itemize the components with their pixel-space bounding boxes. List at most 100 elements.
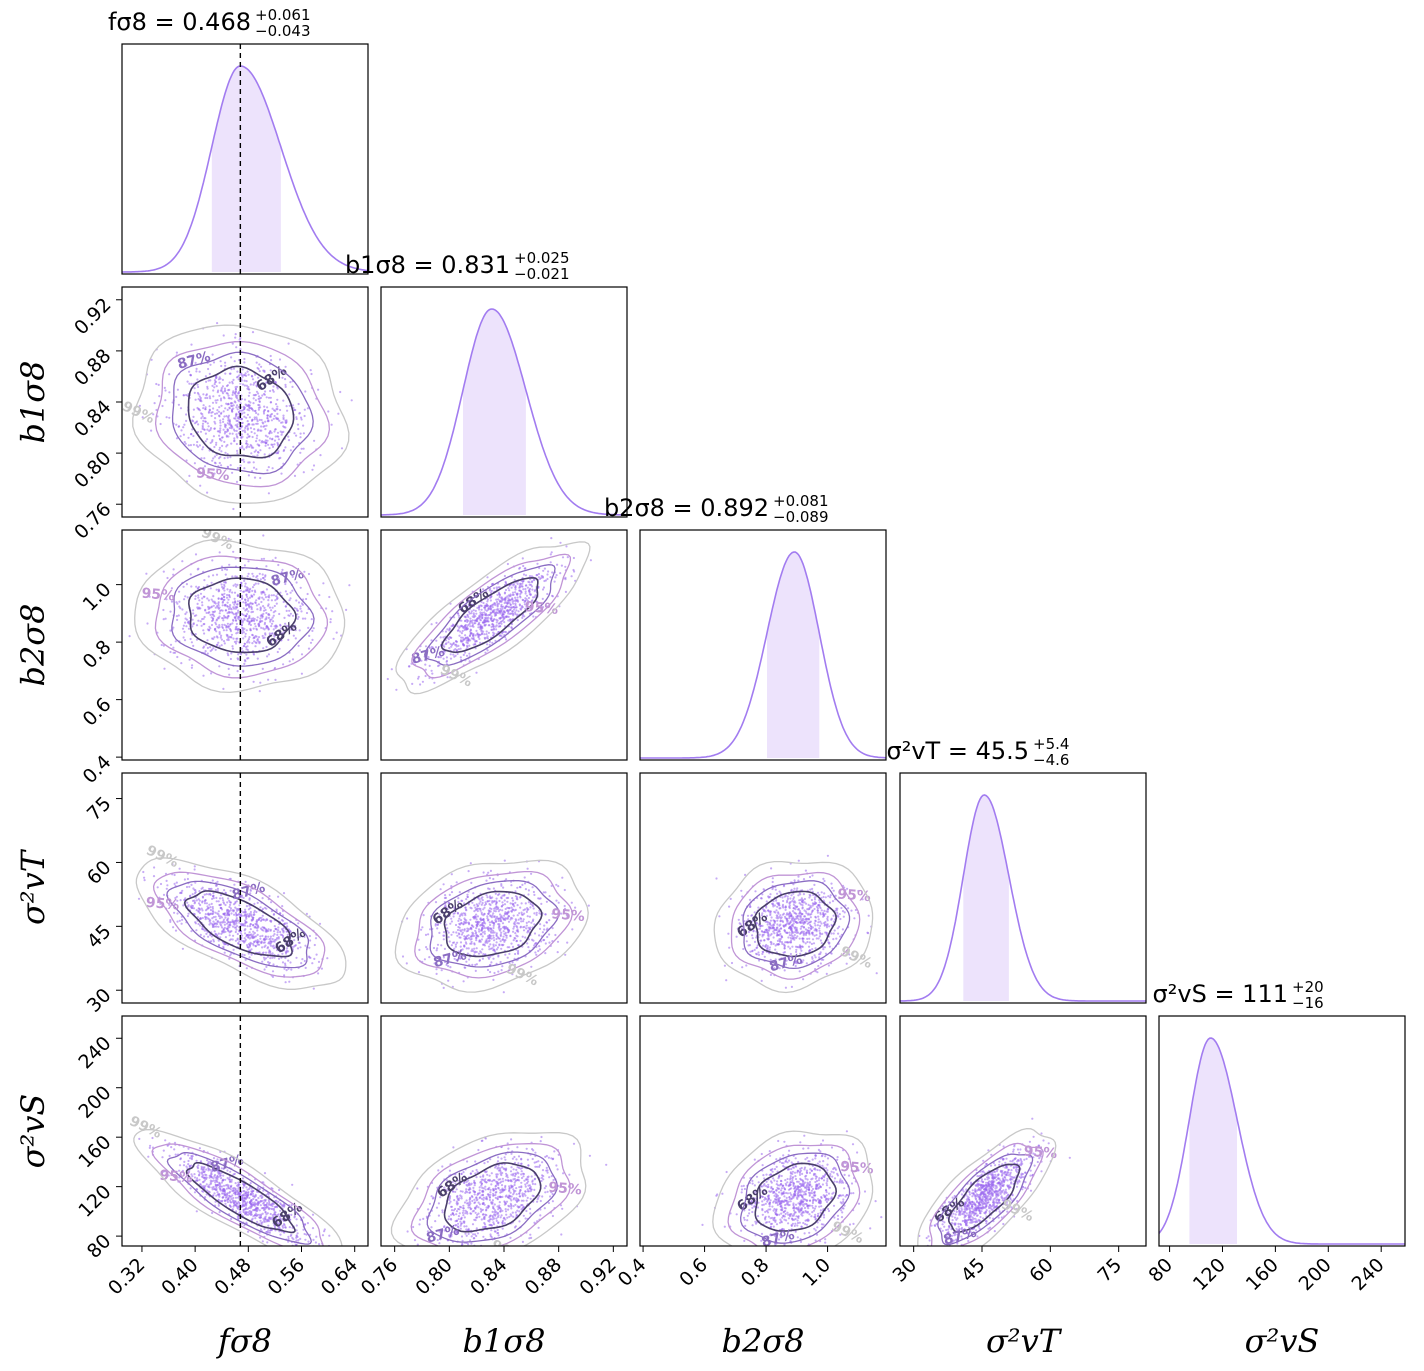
sample-point xyxy=(265,616,268,619)
sample-point xyxy=(494,639,497,643)
sample-point xyxy=(295,417,298,421)
sample-point xyxy=(207,599,210,602)
sample-point xyxy=(288,404,291,407)
sample-point xyxy=(267,396,271,399)
sample-point xyxy=(252,923,255,927)
sample-point xyxy=(172,568,175,571)
sample-point xyxy=(508,606,511,609)
sample-point xyxy=(284,962,287,965)
contour-95pct xyxy=(154,340,331,488)
sample-point xyxy=(473,943,476,946)
sample-point xyxy=(458,891,461,894)
sample-point xyxy=(549,576,552,579)
sample-point xyxy=(214,412,217,415)
sample-point xyxy=(256,638,259,641)
sample-point xyxy=(303,935,306,939)
sample-point xyxy=(291,575,294,579)
sample-point xyxy=(207,935,210,938)
sample-point xyxy=(283,448,286,452)
sample-point xyxy=(476,923,479,926)
sample-point xyxy=(412,657,415,661)
sample-point xyxy=(253,432,256,435)
sample-point xyxy=(478,930,481,933)
sample-point xyxy=(223,423,226,426)
sample-point xyxy=(262,956,266,959)
sample-point xyxy=(269,957,272,960)
sample-point xyxy=(472,925,475,929)
sample-point xyxy=(179,899,182,902)
sample-point xyxy=(203,632,206,635)
sample-point xyxy=(541,575,544,578)
sample-point xyxy=(283,974,286,977)
sample-point xyxy=(417,677,420,680)
sample-point xyxy=(531,588,534,591)
sample-point xyxy=(235,413,238,416)
sample-point xyxy=(215,385,218,388)
sample-point xyxy=(296,463,299,466)
sample-point xyxy=(157,383,160,386)
density-curve-b2s8 xyxy=(640,551,887,759)
sample-point xyxy=(464,922,467,925)
sample-point xyxy=(482,871,485,874)
sample-point xyxy=(287,959,290,962)
sample-point xyxy=(203,929,206,932)
sample-point xyxy=(244,403,247,406)
sample-point xyxy=(169,643,173,646)
sample-point xyxy=(240,575,243,578)
sample-point xyxy=(470,942,473,945)
sample-point xyxy=(187,621,190,624)
sample-point xyxy=(775,928,778,931)
sample-point xyxy=(482,908,485,911)
sample-point xyxy=(331,610,334,613)
sample-point xyxy=(212,407,215,410)
sample-point xyxy=(279,627,282,630)
sample-point xyxy=(762,944,765,947)
sample-point xyxy=(247,461,250,464)
sample-point xyxy=(504,912,507,915)
sample-point xyxy=(550,551,553,554)
sample-point xyxy=(218,921,221,924)
sample-point xyxy=(318,922,322,925)
sample-point xyxy=(517,949,520,953)
sample-point xyxy=(256,924,259,927)
sample-point xyxy=(491,611,494,614)
sample-point xyxy=(519,925,523,928)
sample-point xyxy=(210,581,213,584)
sample-point xyxy=(198,607,201,610)
sample-point xyxy=(210,605,214,608)
sample-point xyxy=(195,638,199,641)
sample-point xyxy=(813,883,816,887)
sample-point xyxy=(229,901,232,904)
sample-point xyxy=(201,928,204,931)
sample-point xyxy=(814,916,818,919)
sample-point xyxy=(284,964,287,967)
sample-point xyxy=(250,617,253,620)
sample-point xyxy=(488,934,491,937)
sample-point xyxy=(236,452,239,455)
sample-point xyxy=(271,970,275,973)
sample-point xyxy=(202,404,205,407)
sample-point xyxy=(210,935,213,938)
sample-point xyxy=(220,439,223,442)
sample-point xyxy=(306,407,309,410)
sample-point xyxy=(212,468,215,471)
sample-point xyxy=(194,921,197,924)
sample-point xyxy=(511,902,514,905)
sample-point xyxy=(230,912,233,915)
sample-point xyxy=(818,893,821,897)
sample-point xyxy=(227,929,230,933)
sample-point xyxy=(276,444,279,447)
sample-point xyxy=(771,877,774,880)
sample-point xyxy=(285,922,288,925)
sample-point xyxy=(221,385,224,388)
sample-point xyxy=(425,946,428,949)
sample-point xyxy=(199,903,202,907)
sample-point xyxy=(806,937,809,941)
sample-point xyxy=(277,936,280,939)
sample-point xyxy=(515,609,518,612)
sample-point xyxy=(298,411,301,415)
sample-point xyxy=(195,585,198,588)
sample-point xyxy=(471,901,474,904)
title-plus-b2s8: +0.081 xyxy=(773,492,829,510)
sample-point xyxy=(189,573,192,576)
